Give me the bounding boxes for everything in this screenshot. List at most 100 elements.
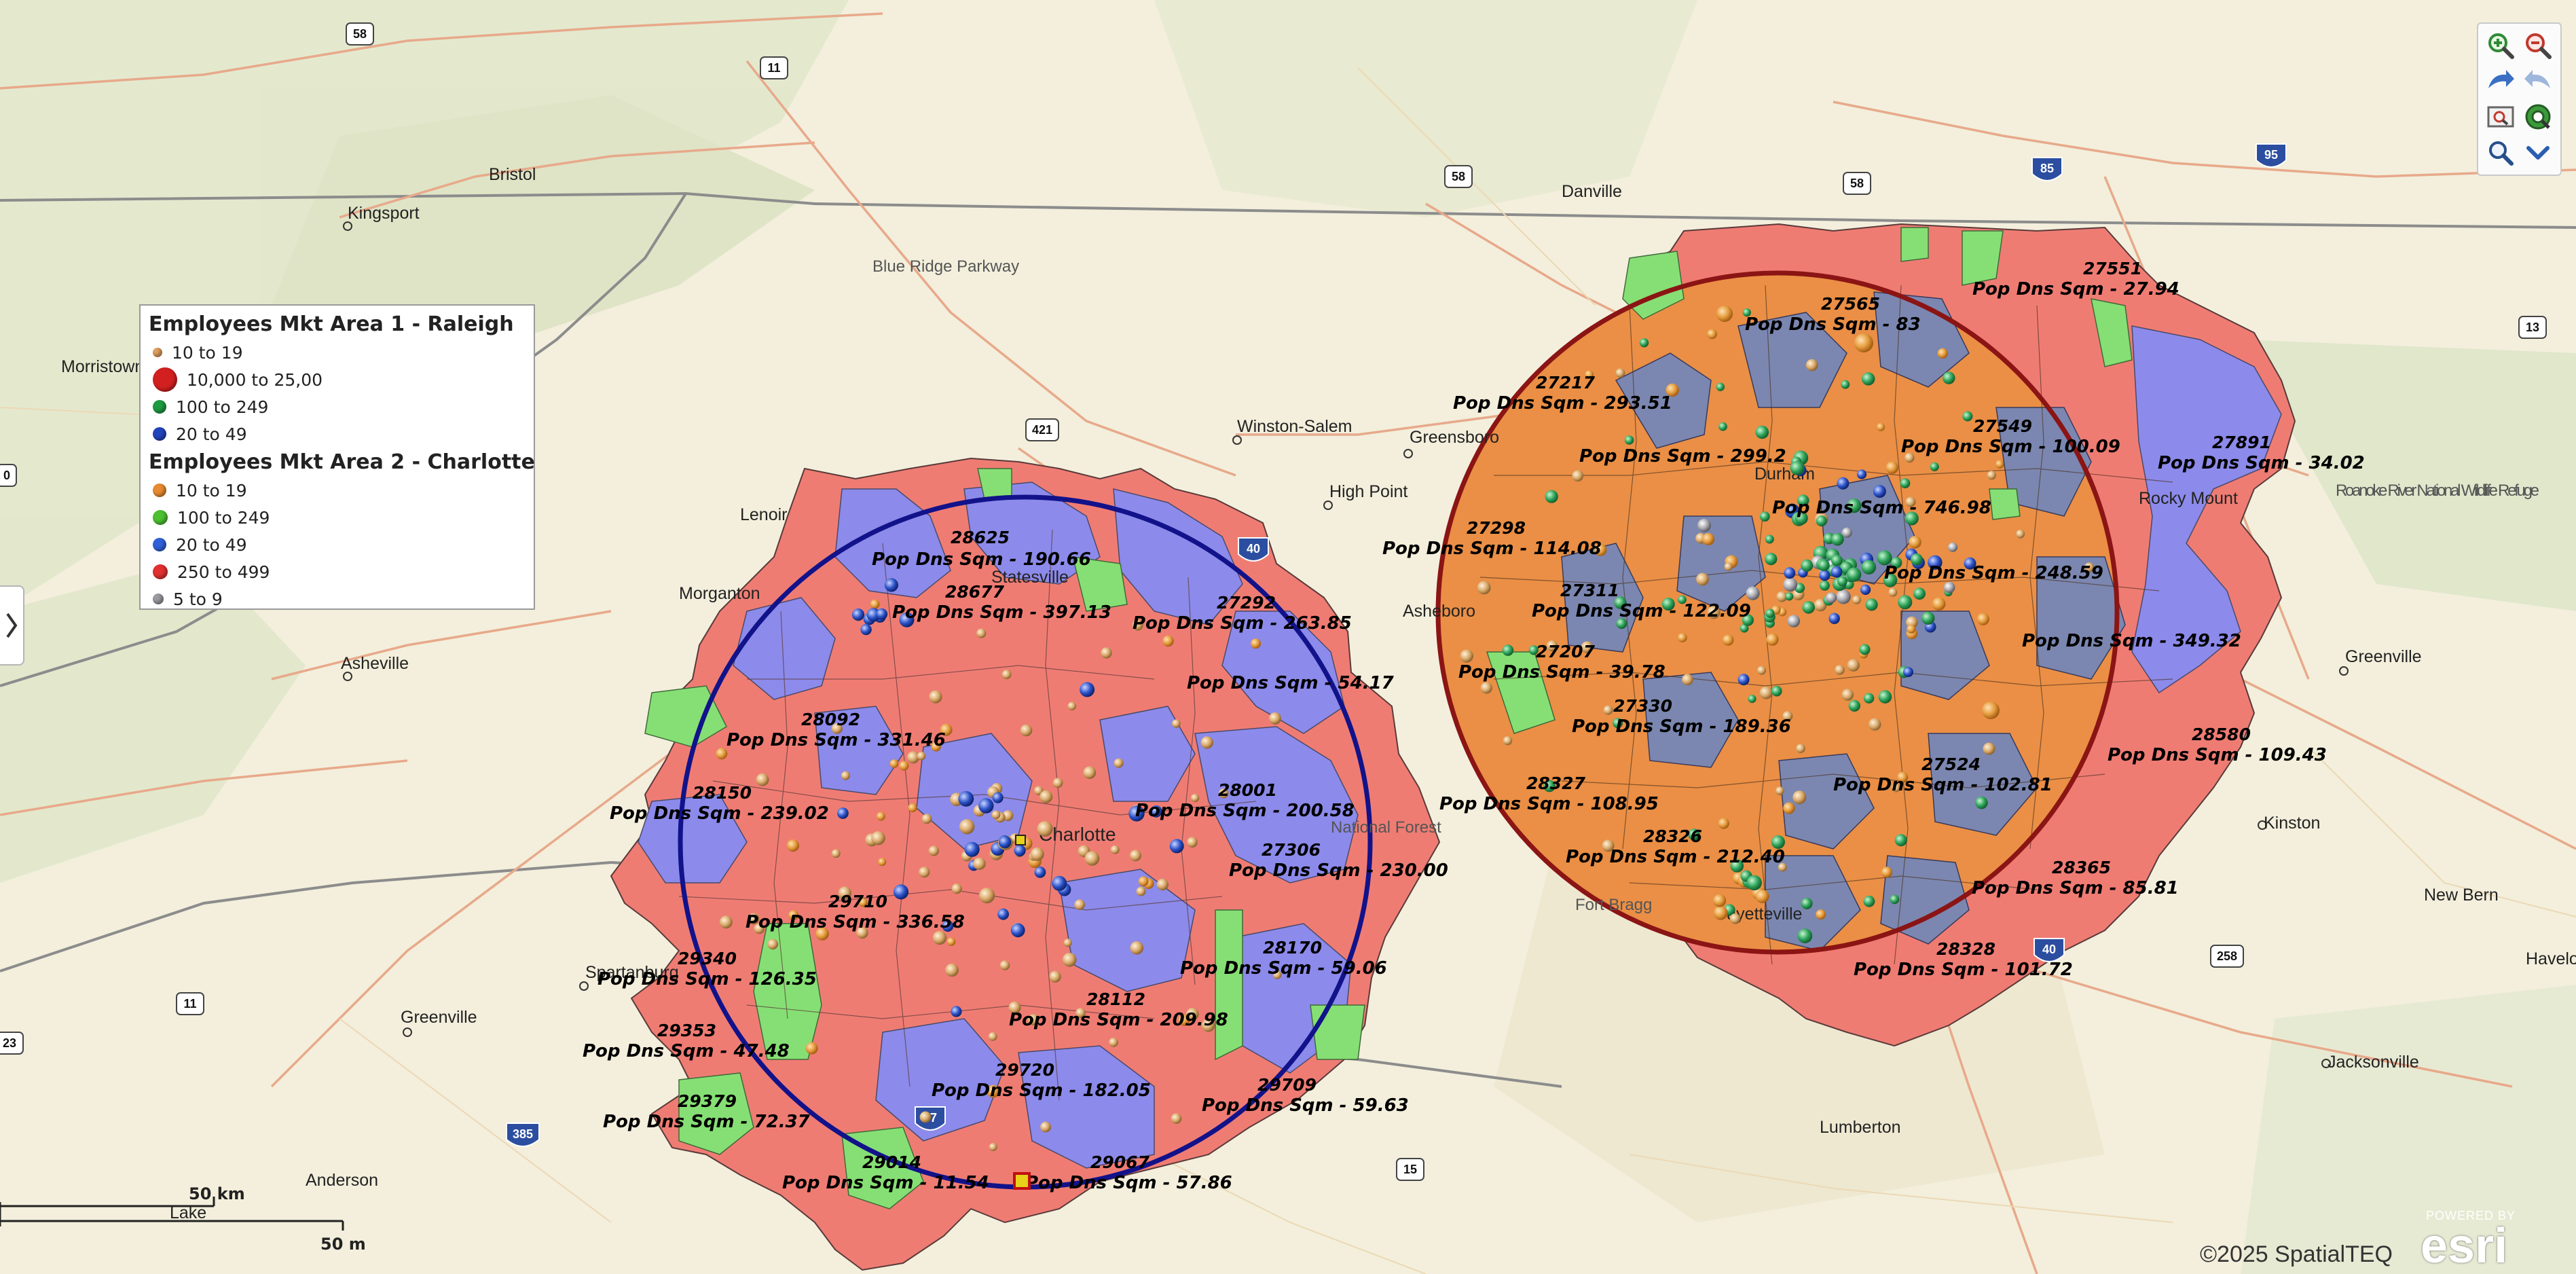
zip-label: 27330	[1613, 696, 1672, 716]
business-marker	[1900, 478, 1911, 488]
zoom-box-button[interactable]	[2482, 99, 2520, 135]
density-label: Pop Dns Sqm - 212.40	[1566, 847, 1785, 867]
place-danville: Danville	[1562, 182, 1622, 201]
zip-label: 27298	[1467, 518, 1526, 538]
business-marker	[1905, 452, 1915, 463]
shield-label: 58	[353, 27, 367, 41]
scale-km-label: 50 km	[189, 1184, 245, 1203]
business-marker	[1863, 693, 1875, 704]
density-label: Pop Dns Sqm - 101.72	[1854, 960, 2073, 980]
business-marker	[989, 1143, 997, 1151]
zip-label: 27217	[1536, 373, 1596, 393]
zip-label: 28327	[1526, 774, 1586, 793]
center-pin[interactable]	[1015, 835, 1026, 845]
esri-logo[interactable]: POWERED BY esri	[2421, 1209, 2539, 1273]
business-marker	[1819, 580, 1830, 591]
shield-label: 421	[1032, 423, 1052, 437]
legend-item: 10,000 to 25,00	[147, 366, 527, 393]
raleigh-radius-circle[interactable]	[1435, 270, 2120, 955]
zip-density-labels: 27551 Pop Dns Sqm - 27.94 27565 Pop Dns …	[583, 259, 2365, 1193]
business-marker	[1543, 780, 1556, 793]
density-label: Pop Dns Sqm - 331.46	[726, 730, 946, 750]
business-marker	[1913, 587, 1926, 600]
side-panel-toggle[interactable]	[0, 585, 24, 666]
shield-label: 0	[3, 469, 10, 482]
business-marker	[919, 1111, 932, 1123]
business-marker	[1084, 851, 1100, 866]
pan-forward-button[interactable]	[2520, 64, 2557, 100]
business-marker	[831, 723, 843, 734]
legend-swatch	[153, 564, 168, 579]
business-marker	[1128, 805, 1145, 822]
business-marker	[1982, 702, 2000, 719]
legend-item: 100 to 249	[147, 504, 527, 531]
business-marker	[1818, 559, 1830, 571]
business-marker	[928, 845, 939, 856]
business-marker	[979, 888, 995, 904]
business-marker	[1062, 953, 1077, 967]
place-morristown: Morristown	[61, 357, 144, 376]
business-marker	[1602, 839, 1615, 852]
business-marker	[1755, 889, 1769, 903]
business-marker	[884, 578, 898, 592]
business-marker	[1666, 383, 1679, 397]
business-marker	[870, 599, 880, 609]
full-extent-button[interactable]	[2520, 99, 2557, 135]
business-marker	[1852, 595, 1861, 604]
zoom-in-button[interactable]	[2482, 28, 2520, 64]
zip-label: 29353	[657, 1021, 716, 1040]
business-marker	[1903, 667, 1913, 678]
more-tools-button[interactable]	[2520, 135, 2557, 171]
identify-button[interactable]	[2482, 135, 2520, 171]
esri-powered-text: POWERED BY	[2426, 1209, 2516, 1222]
legend-swatch	[153, 538, 166, 551]
zip-label: 27207	[1536, 642, 1596, 661]
zoom-box-icon	[2487, 106, 2514, 128]
shield-label: 13	[2526, 321, 2539, 334]
business-marker	[1830, 532, 1844, 546]
location-pin[interactable]	[1013, 1172, 1031, 1190]
business-marker	[1892, 783, 1900, 793]
business-marker	[1771, 685, 1782, 697]
zoom-out-button[interactable]	[2520, 28, 2557, 64]
legend-item: 10 to 19	[147, 339, 527, 366]
zip-label: 27311	[1560, 581, 1619, 600]
shield-label: 40	[2042, 943, 2056, 956]
business-marker	[1890, 894, 1900, 905]
density-label: Pop Dns Sqm - 72.37	[603, 1112, 811, 1132]
legend-label: 20 to 49	[176, 534, 247, 555]
legend-label: 100 to 249	[176, 397, 269, 417]
shield-label: 15	[1403, 1163, 1417, 1176]
business-marker	[1677, 633, 1687, 642]
business-marker	[1861, 560, 1877, 575]
place-asheville: Asheville	[341, 654, 409, 673]
density-label: Pop Dns Sqm - 263.85	[1133, 613, 1352, 634]
business-marker	[1268, 712, 1281, 725]
business-marker	[1748, 695, 1756, 704]
business-marker	[1545, 490, 1558, 503]
business-marker	[1162, 635, 1174, 647]
place-jacksonville: Jacksonville	[2327, 1053, 2419, 1072]
density-label: Pop Dns Sqm - 200.58	[1135, 801, 1355, 821]
business-marker	[1841, 527, 1852, 538]
business-marker	[1930, 462, 1939, 471]
legend-item: 100 to 249	[147, 393, 527, 420]
business-marker	[1052, 875, 1067, 891]
business-marker	[1713, 905, 1728, 920]
business-marker	[1995, 460, 2004, 469]
business-marker	[876, 608, 888, 620]
business-marker	[1944, 581, 1955, 594]
shield-label: 11	[767, 61, 780, 75]
business-marker	[1613, 718, 1623, 729]
density-label: Pop Dns Sqm - 230.00	[1229, 860, 1448, 881]
business-marker	[1797, 928, 1813, 943]
highway-shields: 58 11 421 58 58 85 95 13 40 258 15 77 38…	[0, 22, 2547, 1181]
business-marker	[1801, 559, 1814, 572]
business-marker	[1616, 618, 1627, 630]
business-marker	[976, 628, 987, 638]
density-label: Pop Dns Sqm - 85.81	[1972, 878, 2179, 898]
shield-label: 95	[2264, 148, 2278, 162]
pan-back-button[interactable]	[2482, 64, 2520, 100]
